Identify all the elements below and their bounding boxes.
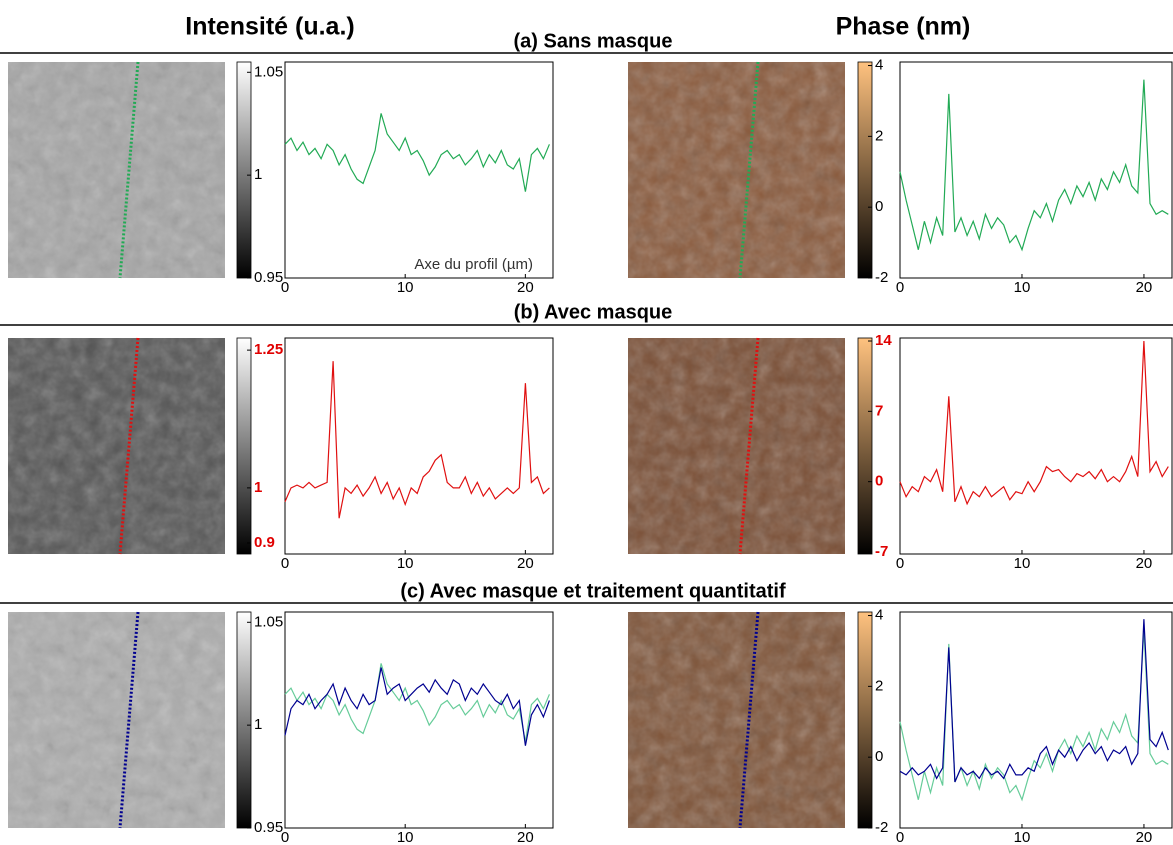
y-tick-label: 1.05 (254, 613, 283, 630)
plot-frame (284, 61, 554, 279)
profile-path (738, 61, 760, 279)
profile-line (284, 667, 550, 746)
x-tick-label: 0 (896, 555, 904, 572)
image-texture (8, 612, 225, 828)
row-title: (c) Avec masque et traitement quantitati… (400, 580, 786, 602)
image-texture (8, 338, 225, 554)
colorbar (236, 61, 252, 279)
profile-line (899, 619, 1169, 783)
x-tick-label: 20 (1136, 279, 1153, 296)
y-tick-label: 14 (875, 332, 892, 349)
profile-line (284, 113, 550, 192)
profile-line (284, 663, 550, 742)
x-tick-label: 10 (1014, 555, 1031, 572)
y-tick-label: 0.95 (254, 269, 283, 286)
row-title: (a) Sans masque (514, 30, 673, 52)
x-tick-label: 20 (517, 555, 534, 572)
y-tick-label: 1.05 (254, 63, 283, 80)
y-tick-label: 0.9 (254, 534, 275, 551)
profile-path (118, 61, 140, 279)
x-tick-label: 0 (896, 279, 904, 296)
y-tick-label: 2 (875, 677, 883, 694)
x-tick-label: 10 (397, 279, 414, 296)
y-tick-label: -7 (875, 543, 888, 560)
x-tick-label: 20 (517, 279, 534, 296)
profile-line (899, 79, 1169, 252)
y-tick-label: 1 (254, 166, 262, 183)
colorbar (236, 337, 252, 555)
x-axis-label: Axe du profil (µm) (414, 256, 533, 273)
profile-path (118, 611, 140, 829)
colorbar (857, 611, 873, 829)
colorbar (236, 611, 252, 829)
y-tick-label: 0 (875, 748, 883, 765)
y-tick-label: 7 (875, 402, 883, 419)
x-tick-label: 0 (281, 829, 289, 845)
x-tick-label: 0 (896, 829, 904, 845)
y-tick-label: 4 (875, 57, 883, 74)
y-tick-label: 1 (254, 479, 262, 496)
plot-frame (284, 337, 554, 555)
y-tick-label: 2 (875, 127, 883, 144)
plot-frame (899, 337, 1173, 555)
x-tick-label: 20 (517, 829, 534, 845)
y-tick-label: 0.95 (254, 819, 283, 836)
x-tick-label: 10 (1014, 279, 1031, 296)
colorbar (857, 61, 873, 279)
x-tick-label: 20 (1136, 555, 1153, 572)
row-title: (b) Avec masque (514, 301, 673, 323)
column-title: Intensité (u.a.) (185, 13, 354, 41)
image-texture (628, 612, 845, 828)
plot-frame (899, 611, 1173, 829)
y-tick-label: -2 (875, 819, 888, 836)
image-texture (628, 338, 845, 554)
plot-frame (899, 61, 1173, 279)
x-tick-label: 0 (281, 279, 289, 296)
image-texture (8, 62, 225, 278)
profile-path (118, 337, 140, 555)
y-tick-label: 1 (254, 716, 262, 733)
x-tick-label: 20 (1136, 829, 1153, 845)
colorbar (857, 337, 873, 555)
y-tick-label: 1.25 (254, 341, 283, 358)
profile-line (284, 361, 550, 519)
y-tick-label: 0 (875, 473, 883, 490)
profile-path (738, 337, 760, 555)
x-tick-label: 10 (397, 829, 414, 845)
x-tick-label: 10 (1014, 829, 1031, 845)
y-tick-label: 4 (875, 607, 883, 624)
profile-path (738, 611, 760, 829)
y-tick-label: -2 (875, 269, 888, 286)
plot-frame (284, 611, 554, 829)
x-tick-label: 10 (397, 555, 414, 572)
column-title: Phase (nm) (836, 13, 971, 41)
y-tick-label: 0 (875, 198, 883, 215)
profile-line (899, 340, 1169, 506)
x-tick-label: 0 (281, 555, 289, 572)
image-texture (628, 62, 845, 278)
